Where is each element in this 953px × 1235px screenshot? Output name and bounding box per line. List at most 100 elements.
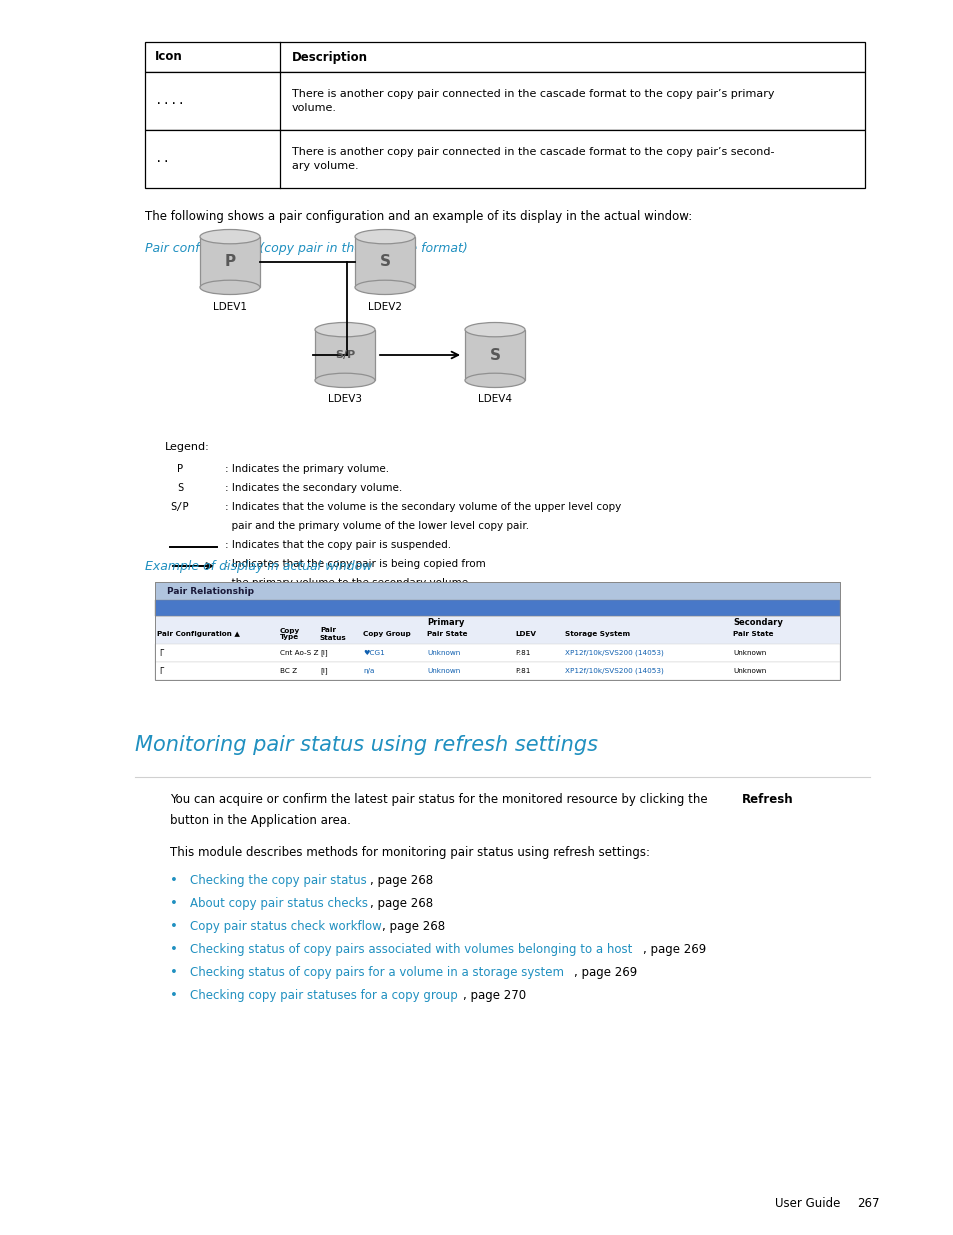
- Text: : Indicates the secondary volume.: : Indicates the secondary volume.: [225, 483, 402, 493]
- Text: , page 270: , page 270: [462, 989, 525, 1002]
- Text: About copy pair status checks: About copy pair status checks: [190, 897, 368, 910]
- Bar: [154, 616, 840, 643]
- Text: ..: ..: [154, 152, 170, 165]
- Text: Unknown: Unknown: [427, 650, 459, 656]
- Text: : Indicates the primary volume.: : Indicates the primary volume.: [225, 464, 389, 474]
- Ellipse shape: [355, 230, 415, 243]
- Bar: [154, 582, 840, 600]
- Text: XP12f/10k/SVS200 (14053): XP12f/10k/SVS200 (14053): [564, 650, 663, 656]
- Bar: [145, 130, 864, 188]
- Text: Pair State: Pair State: [732, 631, 773, 637]
- Text: •: •: [170, 989, 177, 1002]
- Text: Pair Configuration ▲: Pair Configuration ▲: [157, 631, 240, 637]
- Text: : Indicates that the volume is the secondary volume of the upper level copy: : Indicates that the volume is the secon…: [225, 501, 620, 513]
- Text: Pair
Status: Pair Status: [319, 627, 346, 641]
- Text: Primary: Primary: [427, 618, 464, 627]
- Text: , page 268: , page 268: [370, 874, 433, 887]
- Text: Unknown: Unknown: [732, 650, 765, 656]
- Text: XP12f/10k/SVS200 (14053): XP12f/10k/SVS200 (14053): [564, 668, 663, 674]
- Text: Secondary: Secondary: [732, 618, 782, 627]
- Text: S/P: S/P: [335, 350, 355, 359]
- Text: Checking copy pair statuses for a copy group: Checking copy pair statuses for a copy g…: [190, 989, 457, 1002]
- Text: Checking status of copy pairs for a volume in a storage system: Checking status of copy pairs for a volu…: [190, 966, 563, 979]
- Text: S: S: [379, 254, 390, 269]
- Text: LDEV1: LDEV1: [213, 301, 247, 311]
- Text: P: P: [224, 254, 235, 269]
- Text: F:81: F:81: [515, 668, 530, 674]
- Text: •: •: [170, 874, 177, 887]
- Text: pair and the primary volume of the lower level copy pair.: pair and the primary volume of the lower…: [225, 521, 529, 531]
- Ellipse shape: [464, 322, 524, 337]
- Text: n/a: n/a: [363, 668, 374, 674]
- Text: S: S: [489, 347, 500, 363]
- Text: , page 268: , page 268: [382, 920, 445, 932]
- Ellipse shape: [464, 373, 524, 388]
- Text: [i]: [i]: [319, 650, 327, 656]
- Text: Cnt Ao-S Z: Cnt Ao-S Z: [280, 650, 318, 656]
- Text: S/P: S/P: [170, 501, 189, 513]
- Text: There is another copy pair connected in the cascade format to the copy pair’s pr: There is another copy pair connected in …: [292, 89, 774, 112]
- Text: LDEV2: LDEV2: [368, 301, 401, 311]
- Text: Checking status of copy pairs associated with volumes belonging to a host: Checking status of copy pairs associated…: [190, 944, 632, 956]
- Bar: [464, 330, 524, 380]
- Text: Monitoring pair status using refresh settings: Monitoring pair status using refresh set…: [135, 735, 598, 755]
- Text: Pair configuration (copy pair in the cascade format): Pair configuration (copy pair in the cas…: [145, 242, 467, 254]
- Text: F:81: F:81: [515, 650, 530, 656]
- Text: •: •: [170, 920, 177, 932]
- Text: [i]: [i]: [319, 668, 327, 674]
- Text: Unknown: Unknown: [732, 668, 765, 674]
- Ellipse shape: [200, 280, 260, 294]
- Text: Legend:: Legend:: [165, 442, 210, 452]
- Text: S: S: [177, 483, 183, 493]
- Bar: [154, 582, 840, 680]
- Text: : Indicates that the copy pair is being copied from: : Indicates that the copy pair is being …: [225, 559, 485, 569]
- Text: •: •: [170, 966, 177, 979]
- Text: the primary volume to the secondary volume.: the primary volume to the secondary volu…: [225, 578, 471, 588]
- Text: Icon: Icon: [154, 51, 183, 63]
- Text: Copy pair status check workflow: Copy pair status check workflow: [190, 920, 381, 932]
- Text: LDEV4: LDEV4: [477, 394, 512, 405]
- Text: User Guide: User Guide: [774, 1197, 840, 1210]
- Text: Description: Description: [292, 51, 368, 63]
- Ellipse shape: [200, 230, 260, 243]
- Text: Example of display in actual window: Example of display in actual window: [145, 559, 372, 573]
- Text: You can acquire or confirm the latest pair status for the monitored resource by : You can acquire or confirm the latest pa…: [170, 793, 711, 806]
- Bar: [154, 600, 840, 616]
- Bar: [200, 237, 260, 288]
- Text: Γ: Γ: [159, 648, 163, 657]
- Text: There is another copy pair connected in the cascade format to the copy pair’s se: There is another copy pair connected in …: [292, 147, 774, 170]
- Text: P: P: [177, 464, 183, 474]
- Text: Γ: Γ: [159, 667, 163, 676]
- Text: ♥CG1: ♥CG1: [363, 650, 384, 656]
- Text: Refresh: Refresh: [741, 793, 793, 806]
- Text: Unknown: Unknown: [427, 668, 459, 674]
- Text: Copy Group: Copy Group: [363, 631, 411, 637]
- Ellipse shape: [355, 280, 415, 294]
- Text: •: •: [170, 944, 177, 956]
- Text: •: •: [170, 897, 177, 910]
- Text: , page 269: , page 269: [574, 966, 637, 979]
- Ellipse shape: [314, 322, 375, 337]
- Bar: [154, 662, 840, 680]
- Text: ....: ....: [154, 95, 185, 107]
- Text: , page 269: , page 269: [642, 944, 705, 956]
- Text: Storage System: Storage System: [564, 631, 630, 637]
- Text: : Indicates that the copy pair is suspended.: : Indicates that the copy pair is suspen…: [225, 540, 451, 550]
- Text: BC Z: BC Z: [280, 668, 296, 674]
- Text: , page 268: , page 268: [370, 897, 433, 910]
- Bar: [355, 237, 415, 288]
- Bar: [314, 330, 375, 380]
- Ellipse shape: [314, 373, 375, 388]
- Text: Copy
Type: Copy Type: [280, 627, 300, 641]
- Bar: [145, 42, 864, 72]
- Bar: [154, 643, 840, 662]
- Text: button in the Application area.: button in the Application area.: [170, 814, 351, 827]
- Text: This module describes methods for monitoring pair status using refresh settings:: This module describes methods for monito…: [170, 846, 649, 860]
- Text: The following shows a pair configuration and an example of its display in the ac: The following shows a pair configuration…: [145, 210, 692, 224]
- Text: Pair Relationship: Pair Relationship: [167, 587, 253, 595]
- Text: 267: 267: [857, 1197, 879, 1210]
- Text: Pair State: Pair State: [427, 631, 467, 637]
- Text: LDEV: LDEV: [515, 631, 536, 637]
- Text: Checking the copy pair status: Checking the copy pair status: [190, 874, 366, 887]
- Bar: [145, 72, 864, 130]
